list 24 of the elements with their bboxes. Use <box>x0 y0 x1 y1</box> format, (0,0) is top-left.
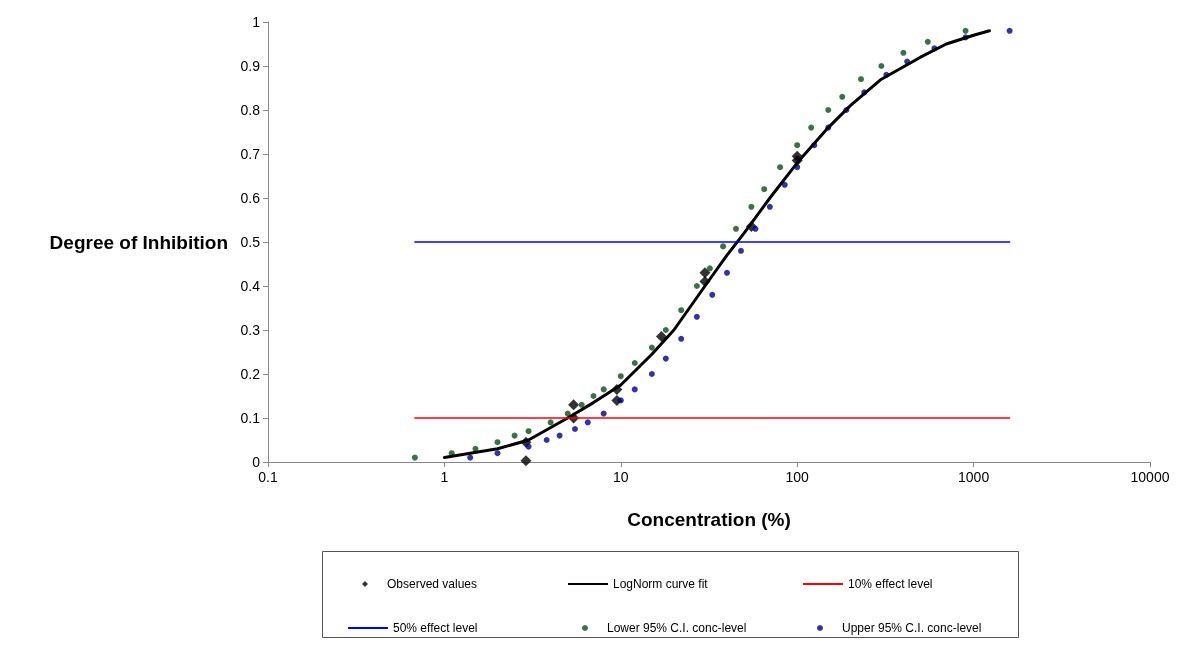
x-axis-title: Concentration (%) <box>627 509 791 530</box>
y-tick-label: 0.2 <box>240 366 261 382</box>
y-axis-title: Degree of Inhibition <box>49 231 228 253</box>
y-tick-label: 0.9 <box>240 58 261 74</box>
y-tick-label: 0 <box>252 454 261 470</box>
y-tick-label: 0.7 <box>240 146 261 162</box>
x-tick-label: 1 <box>440 469 449 485</box>
y-tick-label: 0.4 <box>240 278 261 294</box>
x-tick-label: 100 <box>785 469 810 485</box>
y-tick-label: 0.1 <box>240 410 261 426</box>
y-tick-label: 0.5 <box>240 234 261 250</box>
y-tick-label: 0.8 <box>240 102 261 118</box>
legend-label: Observed values <box>387 577 478 591</box>
legend-label: LogNorm curve fit <box>613 577 709 591</box>
x-tick-label: 1000 <box>958 469 990 485</box>
legend-label: 10% effect level <box>848 577 933 591</box>
legend-label: 50% effect level <box>393 621 478 635</box>
legend-label: Upper 95% C.I. conc-level <box>842 621 982 635</box>
legend-label: Lower 95% C.I. conc-level <box>607 621 747 635</box>
y-tick-label: 0.6 <box>240 190 261 206</box>
y-tick-label: 1 <box>252 14 261 30</box>
x-tick-label: 10000 <box>1130 469 1170 485</box>
y-tick-label: 0.3 <box>240 322 261 338</box>
x-tick-label: 10 <box>613 469 629 485</box>
